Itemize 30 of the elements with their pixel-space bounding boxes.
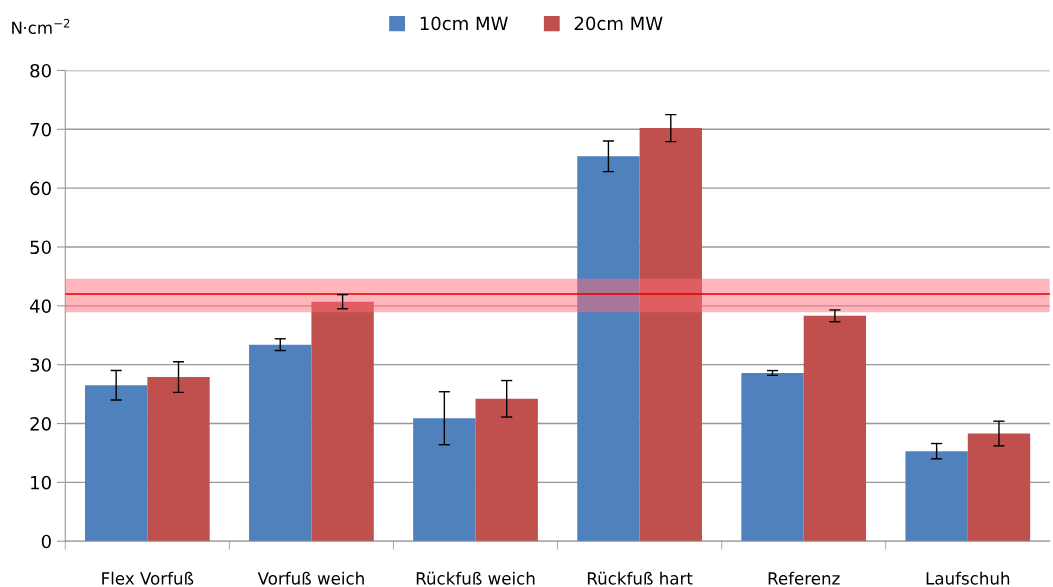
bar (967, 433, 1031, 542)
y-axis-title: N·cm$^{−2}$ (12, 18, 70, 35)
legend-label: 10cm MW (420, 16, 508, 31)
bar (249, 344, 312, 542)
x-tick-label: Rückfuß weich (416, 571, 535, 585)
bar (147, 377, 210, 542)
y-tick-label: 10 (31, 475, 51, 490)
x-tick-label: Referenz (768, 571, 840, 585)
y-tick-label: 40 (30, 299, 51, 313)
bar (84, 385, 148, 542)
y-tick-label: 70 (30, 122, 51, 137)
bar (475, 398, 538, 542)
x-tick-label: Laufschuh (926, 571, 1010, 585)
y-tick-label: 30 (30, 358, 51, 372)
x-tick-label: Rückfuß hart (587, 571, 693, 585)
legend-label: 20cm MW (574, 16, 663, 31)
bar (803, 315, 867, 542)
y-tick-label: 20 (30, 416, 51, 431)
y-tick-label: 80 (30, 63, 51, 78)
x-tick-label: Flex Vorfuß (102, 571, 194, 585)
y-tick-label: 0 (41, 534, 51, 549)
bar (311, 301, 374, 542)
bar (639, 128, 702, 542)
bar (413, 418, 476, 542)
bar (741, 372, 804, 542)
y-tick-label: 60 (30, 181, 51, 196)
bar (905, 451, 968, 542)
x-tick-label: Vorfuß weich (257, 571, 364, 585)
y-tick-label: 50 (30, 240, 51, 255)
bar (577, 156, 640, 542)
